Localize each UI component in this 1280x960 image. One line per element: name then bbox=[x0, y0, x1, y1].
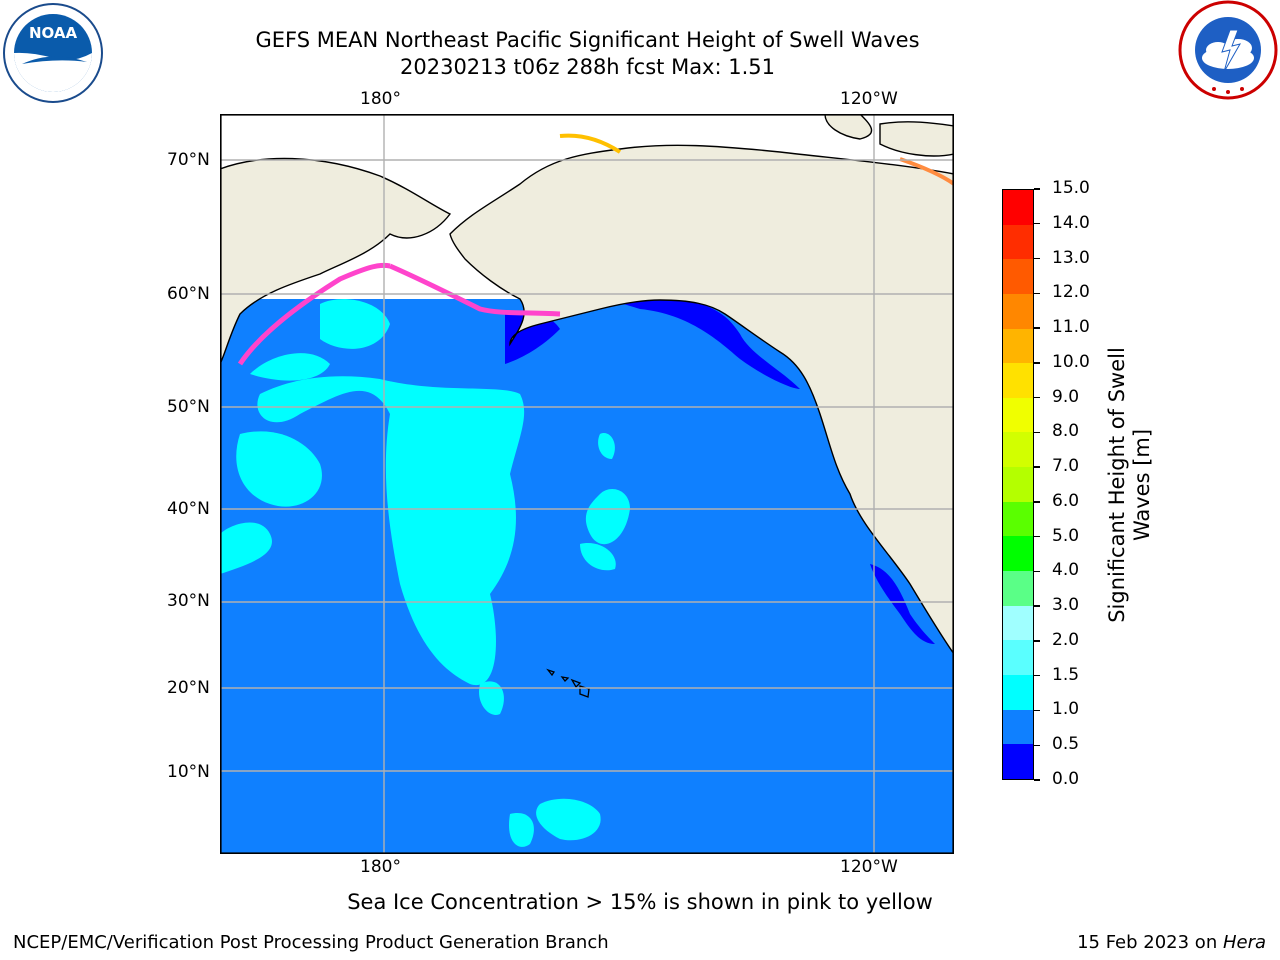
colorbar-tick-label: 1.5 bbox=[1052, 664, 1080, 685]
lat-label-40n: 40°N bbox=[167, 499, 210, 519]
colorbar-tick-label: 1.0 bbox=[1052, 699, 1080, 720]
colorbar-segment bbox=[1003, 640, 1033, 675]
colorbar-tick-label: 14.0 bbox=[1052, 212, 1090, 233]
footer-machine: Hera bbox=[1222, 932, 1266, 953]
colorbar-tick-label: 11.0 bbox=[1052, 317, 1090, 338]
colorbar-tick bbox=[1034, 709, 1040, 712]
colorbar-tick bbox=[1034, 535, 1040, 538]
colorbar-segment bbox=[1003, 501, 1033, 537]
colorbar-tick bbox=[1034, 362, 1040, 364]
colorbar-tick bbox=[1034, 640, 1040, 642]
map-panel bbox=[219, 113, 956, 855]
colorbar-tick bbox=[1034, 570, 1040, 573]
colorbar-label-line2: Waves [m] bbox=[1130, 428, 1154, 542]
colorbar-segment bbox=[1003, 432, 1033, 468]
lat-label-70n: 70°N bbox=[167, 150, 210, 170]
lon-label-bottom-180: 180° bbox=[360, 857, 401, 877]
lat-label-60n: 60°N bbox=[167, 284, 210, 304]
colorbar-tick bbox=[1034, 327, 1040, 329]
colorbar-label-line1: Significant Height of Swell bbox=[1105, 347, 1129, 623]
colorbar-segment bbox=[1003, 363, 1033, 398]
footer-branch: NCEP/EMC/Verification Post Processing Pr… bbox=[13, 932, 609, 953]
colorbar-segment bbox=[1003, 744, 1033, 779]
colorbar-tick bbox=[1034, 744, 1040, 746]
chart-title-line1: GEFS MEAN Northeast Pacific Significant … bbox=[255, 28, 920, 52]
colorbar-tick-label: 10.0 bbox=[1052, 351, 1090, 372]
colorbar-segment bbox=[1003, 397, 1033, 433]
colorbar-tick-label: 13.0 bbox=[1052, 247, 1090, 268]
colorbar-segment bbox=[1003, 571, 1033, 606]
colorbar-segment bbox=[1003, 536, 1033, 572]
land-masses bbox=[219, 113, 955, 657]
colorbar-tick bbox=[1034, 292, 1040, 294]
colorbar-segment bbox=[1003, 293, 1033, 329]
colorbar-tick bbox=[1034, 223, 1040, 225]
colorbar-tick bbox=[1034, 466, 1040, 468]
colorbar bbox=[1002, 189, 1034, 780]
colorbar-tick-label: 6.0 bbox=[1052, 490, 1080, 511]
colorbar-tick-labels: 15.0 14.0 13.0 12.0 11.0 10.0 9.0 8.0 7.0 6.0 5.0 4… bbox=[1034, 0, 1134, 960]
lat-label-20n: 20°N bbox=[167, 678, 210, 698]
colorbar-tick-label: 8.0 bbox=[1052, 421, 1080, 442]
colorbar-tick bbox=[1034, 257, 1040, 260]
chart-title-line2: 20230213 t06z 288h fcst Max: 1.51 bbox=[400, 55, 775, 79]
colorbar-tick bbox=[1034, 605, 1040, 607]
colorbar-segment bbox=[1003, 224, 1033, 260]
colorbar-tick-label: 0.0 bbox=[1052, 769, 1080, 789]
lat-label-50n: 50°N bbox=[167, 397, 210, 417]
colorbar-segment bbox=[1003, 605, 1033, 641]
colorbar-tick bbox=[1034, 779, 1040, 781]
lon-label-bottom-120w: 120°W bbox=[840, 857, 898, 877]
swell-0-to-0-5-region bbox=[505, 300, 935, 644]
swell-1-to-1-5-region bbox=[220, 299, 630, 847]
colorbar-tick-label: 9.0 bbox=[1052, 386, 1080, 407]
colorbar-segment bbox=[1003, 190, 1033, 225]
colorbar-tick-label: 7.0 bbox=[1052, 456, 1080, 477]
sea-ice-caption: Sea Ice Concentration > 15% is shown in … bbox=[347, 890, 933, 914]
map-frame bbox=[220, 114, 955, 855]
colorbar-tick-label: 5.0 bbox=[1052, 525, 1080, 546]
noaa-logo-icon: NOAA bbox=[2, 2, 104, 104]
noaa-logo-text: NOAA bbox=[29, 24, 78, 42]
colorbar-segment bbox=[1003, 259, 1033, 294]
footer-date: 15 Feb 2023 on Hera bbox=[1077, 932, 1266, 953]
footer-date-text: 15 Feb 2023 on bbox=[1077, 932, 1223, 953]
colorbar-segment bbox=[1003, 709, 1033, 745]
colorbar-tick-label: 15.0 bbox=[1052, 178, 1090, 198]
colorbar-segment bbox=[1003, 674, 1033, 710]
colorbar-tick bbox=[1034, 431, 1040, 434]
lon-label-top-180: 180° bbox=[360, 89, 401, 109]
sea-ice-edge bbox=[237, 133, 956, 366]
colorbar-tick bbox=[1034, 188, 1040, 190]
lat-label-10n: 10°N bbox=[167, 762, 210, 782]
graticule bbox=[220, 114, 954, 854]
colorbar-segment bbox=[1003, 328, 1033, 364]
colorbar-tick-label: 12.0 bbox=[1052, 282, 1090, 303]
colorbar-tick bbox=[1034, 396, 1040, 399]
colorbar-segment bbox=[1003, 467, 1033, 502]
nws-logo-icon bbox=[1178, 0, 1278, 100]
colorbar-tick-label: 4.0 bbox=[1052, 560, 1080, 581]
colorbar-tick-label: 0.5 bbox=[1052, 734, 1080, 755]
lon-label-top-120w: 120°W bbox=[840, 89, 898, 109]
colorbar-tick bbox=[1034, 501, 1040, 503]
colorbar-tick bbox=[1034, 675, 1040, 677]
lat-label-30n: 30°N bbox=[167, 591, 210, 611]
colorbar-tick-label: 3.0 bbox=[1052, 595, 1080, 616]
colorbar-tick-label: 2.0 bbox=[1052, 629, 1080, 650]
colorbar-label: Significant Height of Swell Waves [m] bbox=[1100, 290, 1160, 690]
